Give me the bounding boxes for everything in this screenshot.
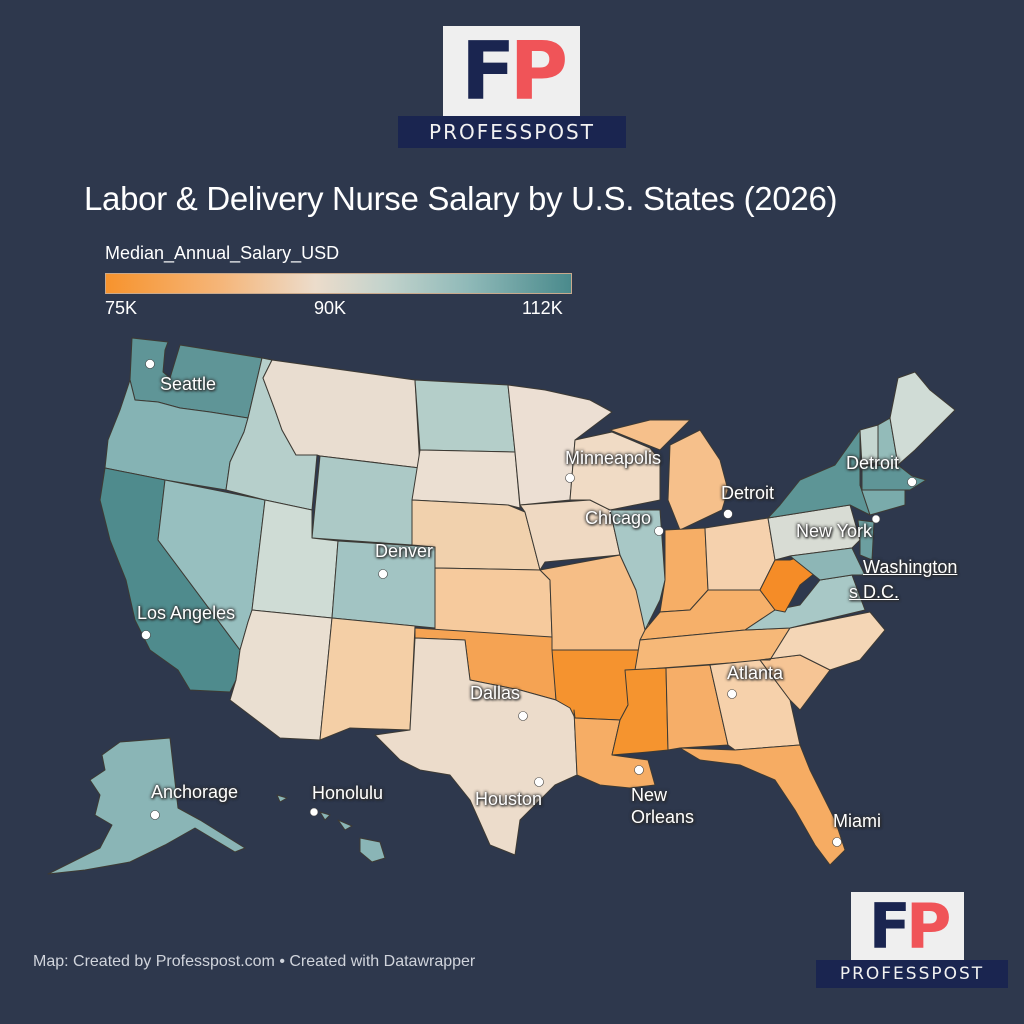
city-dot-new-york — [871, 514, 881, 524]
state-mi[interactable] — [609, 419, 729, 531]
brand-logo-top: F P PROFESSPOST — [398, 26, 626, 148]
city-label-atlanta: Atlanta — [727, 663, 784, 683]
city-dot-detroit — [723, 509, 733, 519]
city-dot-boston — [907, 477, 917, 487]
city-label-new-orleans-2: Orleans — [631, 807, 695, 827]
city-label-dallas: Dallas — [470, 683, 521, 703]
city-label-washington[interactable]: Washington — [863, 557, 958, 577]
city-label-new-york: New York — [796, 521, 873, 541]
city-dot-atlanta — [727, 689, 737, 699]
legend-tick-min: 75K — [105, 298, 138, 318]
footer-credit: Map: Created by Professpost.com • Create… — [33, 953, 476, 970]
city-label-houston: Houston — [475, 789, 543, 809]
state-il[interactable] — [609, 509, 666, 631]
city-dot-miami — [832, 837, 842, 847]
logo-letter-f: F — [460, 25, 516, 118]
city-label-new-orleans-1: New — [631, 785, 668, 805]
state-fl[interactable] — [679, 744, 846, 866]
city-dot-anchorage — [150, 810, 160, 820]
state-nm[interactable] — [319, 617, 416, 741]
city-dot-seattle — [145, 359, 155, 369]
city-dot-los-angeles — [141, 630, 151, 640]
city-dot-denver — [378, 569, 388, 579]
city-dot-dallas — [518, 711, 528, 721]
state-oh[interactable] — [704, 517, 776, 591]
logo-letter-p: P — [509, 25, 569, 118]
city-label-detroit: Detroit — [721, 483, 775, 503]
state-nj[interactable] — [857, 519, 875, 561]
state-ks[interactable] — [434, 567, 553, 638]
city-label-minneapolis: Minneapolis — [565, 448, 662, 468]
city-label-seattle: Seattle — [160, 374, 217, 394]
state-va[interactable] — [744, 574, 866, 631]
state-nc[interactable] — [759, 611, 886, 671]
logo-letter-p: P — [905, 890, 952, 963]
state-ak[interactable] — [47, 737, 246, 875]
logo-mark: F P — [851, 892, 964, 962]
state-tx[interactable] — [374, 637, 578, 856]
logo-letter-f: F — [868, 890, 911, 963]
city-label-detroit-northeast: Detroit — [846, 453, 900, 473]
city-dot-new-orleans — [634, 765, 644, 775]
legend-tick-mid: 90K — [314, 298, 347, 318]
city-label-chicago: Chicago — [585, 508, 652, 528]
city-label-dc[interactable]: s D.C. — [849, 582, 900, 602]
logo-mark: F P — [443, 26, 580, 118]
logo-wordmark: PROFESSPOST — [398, 116, 626, 148]
brand-logo-bottom: F P PROFESSPOST — [816, 892, 1008, 988]
city-dot-minneapolis — [565, 473, 575, 483]
state-ny[interactable] — [767, 429, 871, 519]
state-wy[interactable] — [311, 455, 421, 546]
state-sd[interactable] — [411, 449, 521, 509]
legend-color-scale — [105, 273, 572, 294]
state-me[interactable] — [889, 371, 956, 466]
logo-wordmark: PROFESSPOST — [816, 960, 1008, 988]
city-dot-chicago — [654, 526, 664, 536]
chart-title: Labor & Delivery Nurse Salary by U.S. St… — [84, 180, 838, 217]
state-md-de[interactable] — [789, 547, 866, 581]
state-hi[interactable] — [276, 794, 386, 863]
state-mt[interactable] — [262, 359, 421, 469]
city-label-honolulu: Honolulu — [312, 783, 384, 803]
city-label-denver: Denver — [375, 541, 434, 561]
city-label-los-angeles: Los Angeles — [137, 603, 236, 623]
city-label-anchorage: Anchorage — [151, 782, 239, 802]
city-dot-honolulu — [309, 807, 319, 817]
state-ct-ri[interactable] — [859, 484, 906, 516]
city-dot-houston — [534, 777, 544, 787]
state-al[interactable] — [665, 664, 729, 751]
legend-tick-max: 112K — [522, 298, 563, 318]
state-wi[interactable] — [569, 431, 661, 511]
legend-title: Median_Annual_Salary_USD — [105, 243, 340, 263]
city-label-miami: Miami — [833, 811, 881, 831]
state-nd[interactable] — [414, 379, 516, 453]
